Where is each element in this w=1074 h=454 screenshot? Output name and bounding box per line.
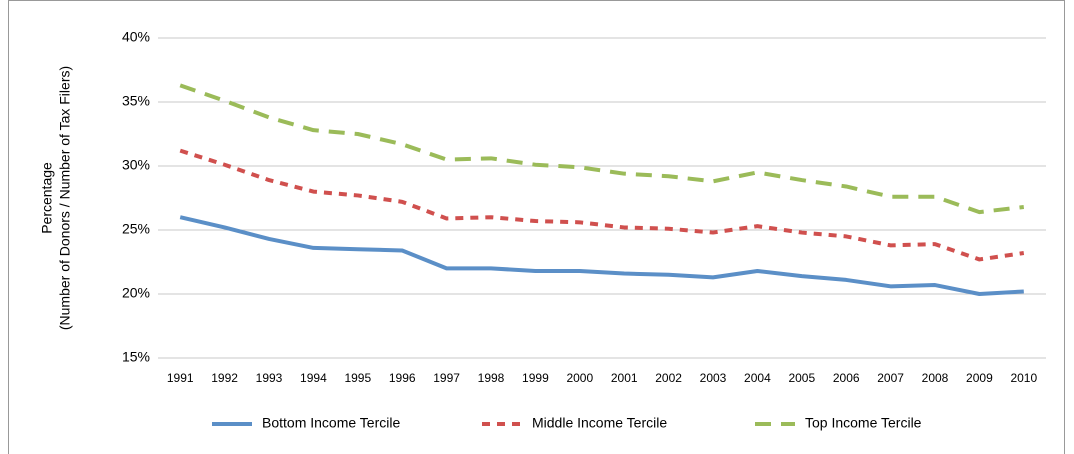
legend-label: Bottom Income Tercile [262, 415, 400, 431]
y-axis-label: (Number of Donors / Number of Tax Filers… [57, 66, 73, 330]
series-line [179, 148, 1025, 262]
x-tick-label: 2000 [566, 371, 593, 385]
x-tick-label: 1994 [300, 371, 327, 385]
x-tick-label: 1997 [433, 371, 460, 385]
series-line [179, 83, 1025, 215]
x-tick-label: 2007 [877, 371, 904, 385]
y-tick-label: 15% [122, 349, 150, 365]
x-tick-label: 2003 [700, 371, 727, 385]
x-tick-label: 1999 [522, 371, 549, 385]
legend-label: Middle Income Tercile [532, 415, 667, 431]
legend-label: Top Income Tercile [805, 415, 922, 431]
x-tick-label: 1992 [211, 371, 238, 385]
frame [8, 0, 1065, 454]
y-tick-label: 30% [122, 157, 150, 173]
x-tick-label: 1996 [389, 371, 416, 385]
x-tick-label: 2010 [1010, 371, 1037, 385]
x-tick-label: 1995 [344, 371, 371, 385]
x-tick-label: 2004 [744, 371, 771, 385]
x-tick-label: 2005 [788, 371, 815, 385]
series-line [179, 215, 1024, 296]
x-tick-label: 1993 [256, 371, 283, 385]
x-tick-label: 2006 [833, 371, 860, 385]
x-tick-label: 1991 [167, 371, 194, 385]
y-tick-label: 20% [122, 285, 150, 301]
x-tick-label: 2002 [655, 371, 682, 385]
x-tick-label: 1998 [478, 371, 505, 385]
y-tick-label: 40% [122, 29, 150, 45]
y-tick-label: 25% [122, 221, 150, 237]
x-tick-label: 2009 [966, 371, 993, 385]
x-tick-label: 2001 [611, 371, 638, 385]
y-axis-label: Percentage [39, 162, 55, 234]
y-tick-label: 35% [122, 93, 150, 109]
x-tick-label: 2008 [922, 371, 949, 385]
